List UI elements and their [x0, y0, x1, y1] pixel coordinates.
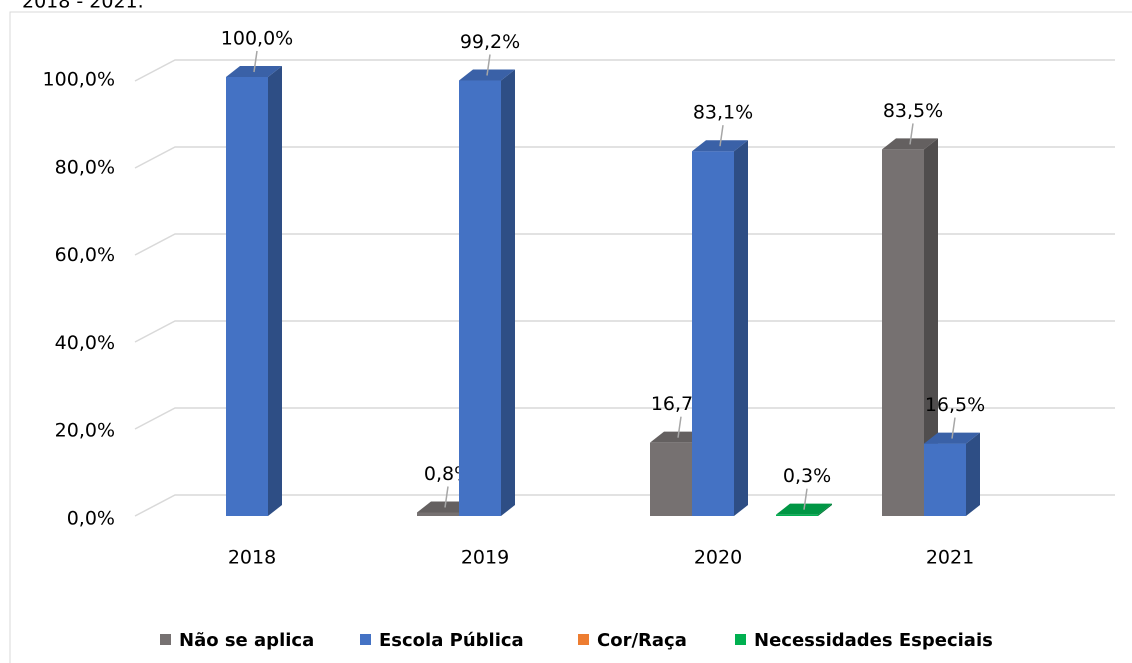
legend-label: Necessidades Especiais: [754, 630, 993, 651]
y-tick-label: 60,0%: [55, 244, 115, 266]
bar-side: [268, 66, 282, 516]
bar: [692, 140, 748, 517]
x-tick-label: 2018: [228, 547, 276, 569]
y-tick-label: 80,0%: [55, 156, 115, 178]
bar-front: [650, 442, 692, 516]
data-label: 83,5%: [883, 100, 943, 122]
bar-side: [818, 503, 832, 516]
leader-line: [951, 417, 956, 439]
bar-front: [924, 443, 966, 516]
y-tick-label: 40,0%: [55, 332, 115, 354]
bar: [924, 432, 980, 516]
bar-side: [734, 140, 748, 517]
bar: [882, 138, 938, 516]
bar: [226, 66, 282, 516]
y-tick-label: 0,0%: [67, 508, 115, 530]
legend-label: Cor/Raça: [597, 630, 687, 651]
grid-line: [134, 146, 1115, 169]
legend-swatch: [578, 634, 589, 645]
bar-front: [459, 80, 501, 517]
legend-swatch: [160, 634, 171, 645]
legend-label: Escola Pública: [379, 630, 524, 651]
data-label: 0,3%: [783, 465, 831, 487]
legend-swatch: [360, 634, 371, 645]
data-label: 83,1%: [693, 102, 753, 124]
bar-front: [226, 77, 268, 516]
bar: [459, 69, 515, 517]
bar-front: [882, 149, 924, 516]
y-tick-label: 100,0%: [43, 69, 115, 91]
x-tick-label: 2020: [694, 547, 742, 569]
bar-side: [966, 432, 980, 516]
grid-line: [134, 494, 1115, 517]
leader-line: [486, 54, 491, 76]
leader-line: [909, 123, 914, 145]
caption: 2018 - 2021.: [22, 0, 144, 13]
leader-line: [677, 416, 682, 438]
grid-line: [134, 59, 1115, 82]
data-label: 99,2%: [460, 31, 520, 53]
leader-line: [719, 125, 724, 147]
bar-front: [776, 514, 818, 516]
bar-front: [417, 512, 459, 516]
y-tick-label: 20,0%: [55, 420, 115, 442]
bar-side: [924, 138, 938, 516]
data-label: 16,5%: [925, 394, 985, 416]
leader-line: [253, 50, 258, 73]
legend-label: Não se aplica: [179, 630, 314, 651]
data-label: 100,0%: [221, 28, 293, 50]
x-tick-label: 2021: [926, 547, 974, 569]
grid-line: [134, 233, 1115, 256]
chart-border: [9, 11, 1132, 663]
x-tick-label: 2019: [461, 547, 509, 569]
leader-line: [444, 486, 449, 508]
grid-line: [134, 407, 1115, 430]
leader-line: [803, 488, 808, 510]
bar-front: [692, 151, 734, 517]
legend-swatch: [735, 634, 746, 645]
bar-side: [501, 69, 515, 517]
grid-line: [134, 320, 1115, 343]
